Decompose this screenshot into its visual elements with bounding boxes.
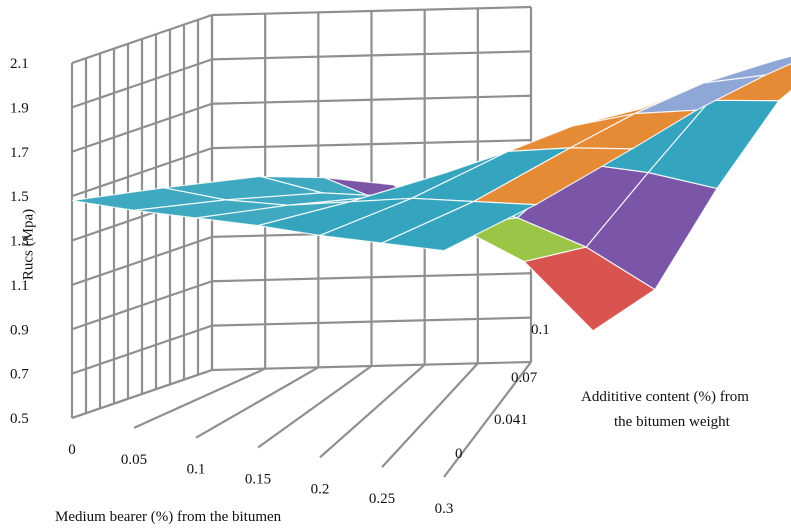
floor-gridline: [257, 365, 373, 449]
surface-face: [771, 55, 791, 62]
left-wall-gridline: [71, 235, 213, 286]
z-tick-label: 1.1: [10, 278, 29, 294]
x-tick-label: 0.05: [121, 452, 147, 468]
z-tick-label: 0.5: [10, 411, 29, 427]
floor-gridline: [443, 361, 532, 478]
floor-gridline: [195, 366, 319, 439]
x-tick-label: 0.1: [187, 462, 206, 478]
y-axis-label-line-1: Addititive content (%) from: [581, 389, 749, 405]
z-tick-label: 0.7: [10, 367, 29, 383]
y-axis-label-line-2: the bitumen weight: [614, 414, 730, 430]
floor-gridline: [381, 362, 479, 468]
floor-gridline: [133, 367, 266, 429]
surface-face: [379, 200, 539, 252]
z-tick-label: 1.7: [10, 145, 29, 161]
left-wall-gridline: [71, 280, 213, 331]
x-tick-label: 0.3: [435, 501, 454, 517]
floor-gridline: [319, 363, 426, 459]
z-axis-label: Rucs (Mpa): [20, 208, 37, 281]
x-tick-label: 0.25: [369, 491, 395, 507]
x-tick-label: 0.15: [245, 472, 271, 488]
surface-plot: [71, 55, 791, 332]
chart-walls: [70, 5, 533, 478]
x-tick-label: 0: [68, 442, 76, 458]
left-wall-gridline: [71, 58, 213, 109]
z-tick-label: 1.5: [10, 189, 29, 205]
z-tick-label: 0.9: [10, 322, 29, 338]
floor-gridline: [71, 368, 213, 420]
y-tick-label: 0: [455, 446, 463, 462]
y-tick-label: 0.1: [531, 322, 550, 338]
tick-labels: 0.5 0.7 0.9 1.1 1.3 1.5 1.7 1.9 2.1 0 0.05 0.1 0.15 0…: [10, 56, 550, 517]
y-tick-label: 0.07: [511, 370, 538, 386]
left-wall-gridline: [71, 13, 213, 65]
left-wall-gridline: [71, 147, 213, 198]
y-tick-label: 0.041: [494, 412, 528, 428]
left-wall-gridline: [71, 324, 213, 375]
z-tick-label: 1.9: [10, 100, 29, 116]
x-tick-label: 0.2: [311, 481, 330, 497]
x-axis-label: Medium bearer (%) from the bitumen: [55, 509, 282, 525]
z-tick-label: 1.3: [10, 234, 29, 250]
z-tick-label: 2.1: [10, 56, 29, 72]
left-wall-gridline: [71, 102, 213, 153]
